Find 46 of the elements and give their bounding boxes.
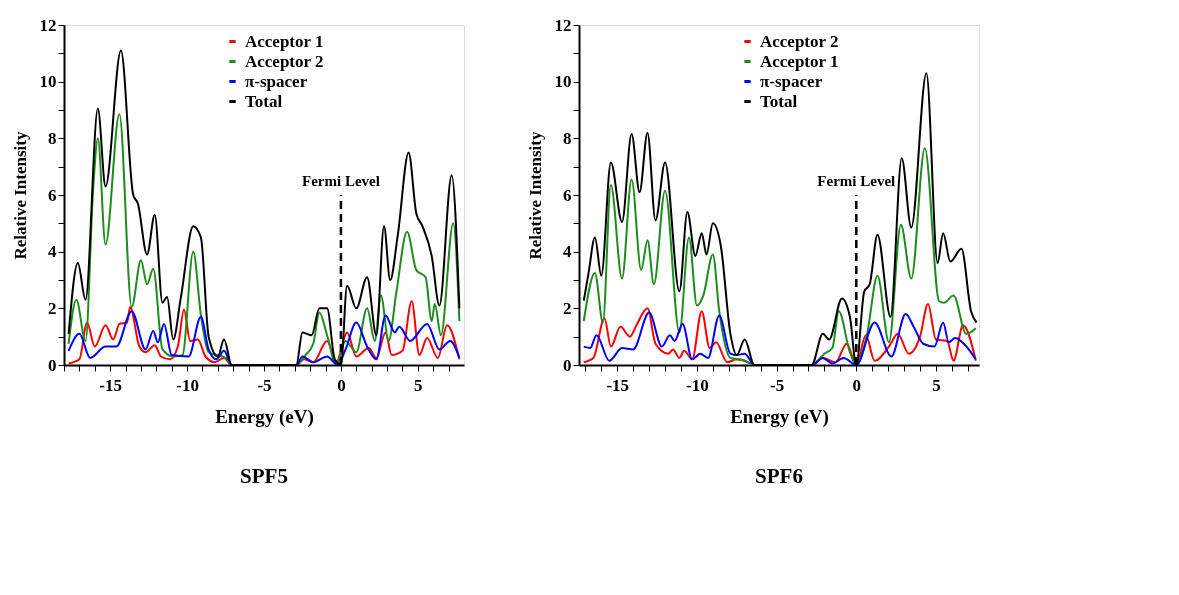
x-tick-label: -15 [99,375,122,395]
legend-label: Total [245,91,283,111]
x-tick-label: -5 [770,375,785,395]
ref-line-label: Fermi Level [817,173,896,189]
y-tick-label: 10 [554,72,572,92]
y-tick-label: 4 [48,242,57,262]
y-tick-label: 2 [563,298,572,318]
x-tick-label: -15 [606,375,630,395]
y-tick-label: 10 [39,72,57,92]
y-tick-label: 4 [563,242,572,262]
legend-label: Acceptor 1 [245,31,324,51]
line-series [67,300,461,365]
y-tick-label: 8 [563,128,572,148]
x-tick-label: 5 [932,375,941,395]
line-series [67,310,461,365]
ref-line-label: Fermi Level [301,173,380,189]
y-axis-title: Relative Intensity [525,131,545,260]
y-tick-label: 8 [48,128,57,148]
x-tick-label: 5 [414,375,423,395]
line-series [67,113,461,365]
line-series [582,72,978,365]
x-tick-label: 0 [852,375,862,395]
line-series [67,49,461,365]
legend-label: π-spacer [760,71,823,91]
legend-label: Acceptor 2 [760,31,839,51]
x-axis-title: Energy (eV) [215,405,314,428]
text: SPF6 [755,464,803,488]
y-tick-label: 12 [554,15,572,35]
y-tick-label: 12 [39,15,57,35]
y-tick-label: 2 [48,298,57,318]
legend-label: π-spacer [245,71,308,91]
y-axis-title: Relative Intensity [10,131,30,260]
x-tick-label: -10 [176,375,199,395]
x-tick-label: -10 [686,375,709,395]
x-tick-label: 0 [337,375,346,395]
y-tick-label: 0 [563,355,572,375]
y-tick-label: 6 [563,185,572,205]
line-series [582,147,977,365]
x-axis-title: Energy (eV) [730,405,829,428]
y-tick-label: 6 [48,185,57,205]
text: SPF5 [240,464,288,488]
legend-label: Total [760,91,798,111]
x-tick-label: -5 [257,375,272,395]
legend-label: Acceptor 1 [760,51,839,71]
y-tick-label: 0 [48,355,57,375]
legend-label: Acceptor 2 [245,51,324,71]
